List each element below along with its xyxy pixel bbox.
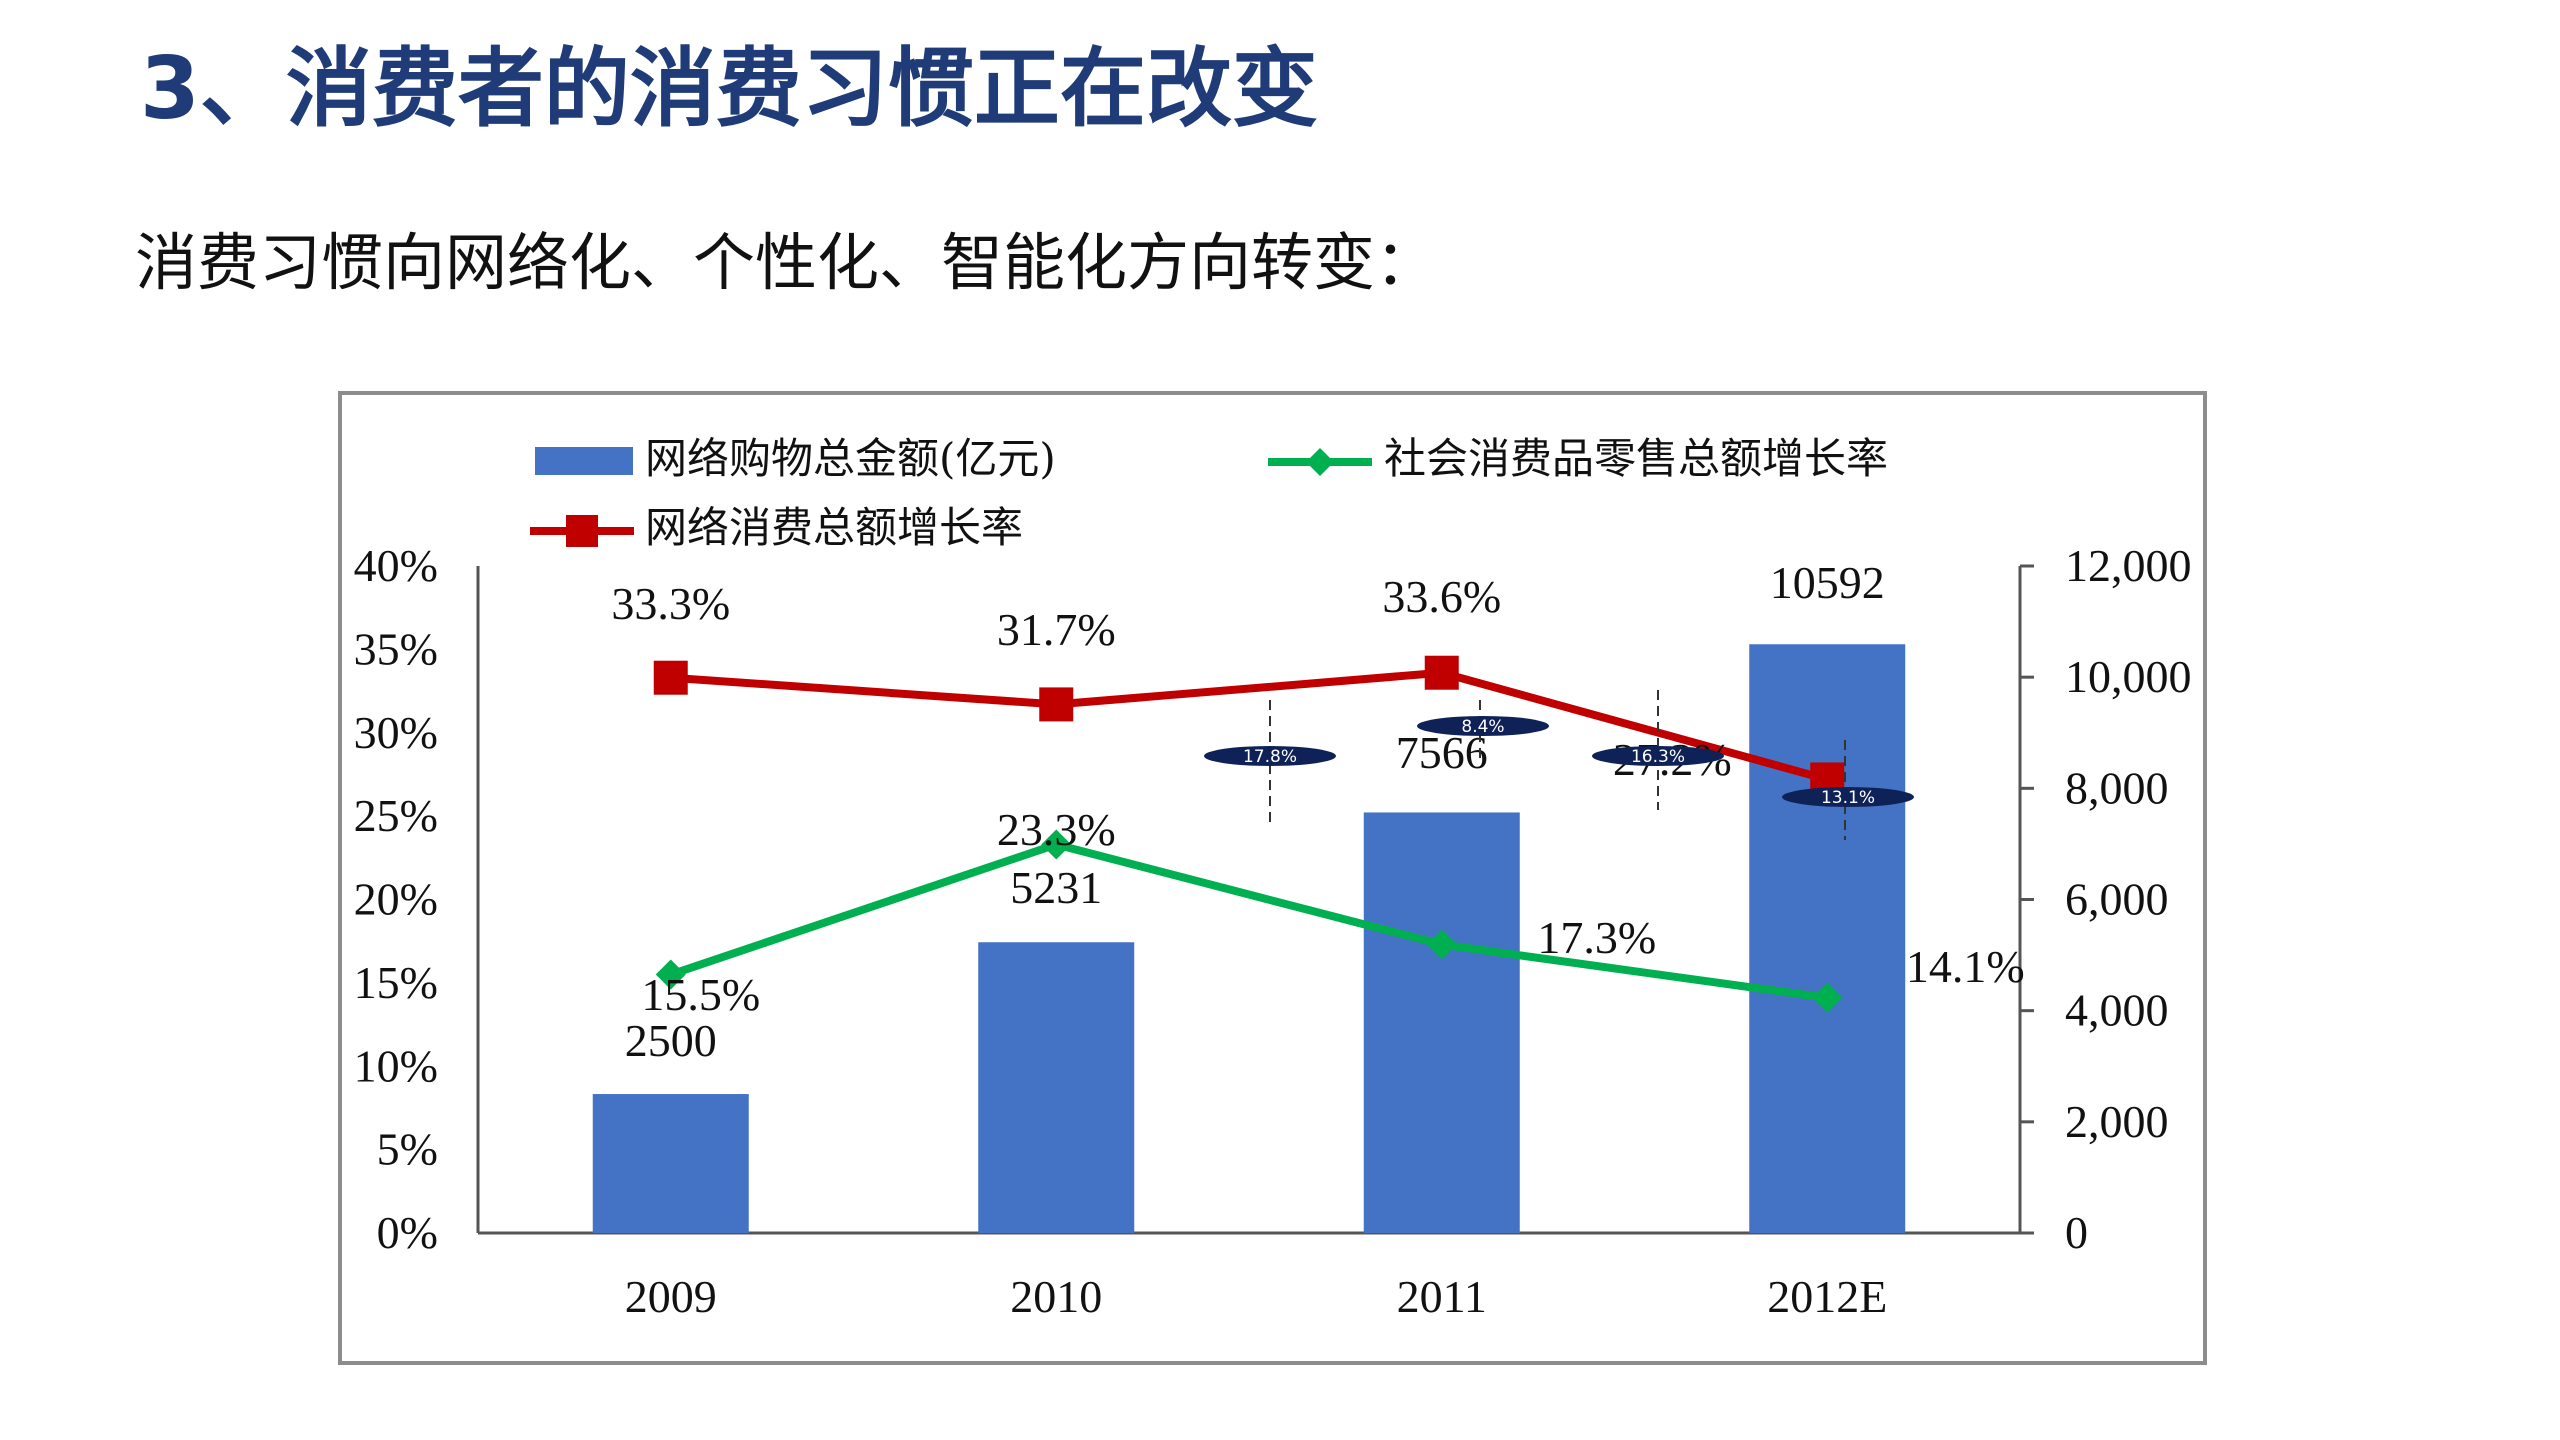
x-axis-tick-label: 2012E [1767,1271,1887,1322]
callout-label: 8.4% [1461,717,1504,737]
left-axis-tick-label: 5% [377,1124,438,1175]
marker-retail-growth [1812,982,1843,1013]
marker-online-growth [1424,655,1459,690]
left-axis-tick-label: 35% [354,623,438,674]
callout-label: 13.1% [1821,788,1875,808]
left-axis-tick-label: 40% [354,540,438,591]
legend-marker-retail-growth [1306,448,1334,476]
line-online-growth [670,668,1829,784]
bar-online-shopping-amount [978,942,1135,1233]
right-axis-tick-label: 10,000 [2065,651,2192,702]
callout-oval [1592,746,1724,766]
line-retail-growth [669,840,1828,1002]
marker-online-growth [1039,687,1074,722]
marker-online-growth [653,660,688,695]
marker-retail-growth [1041,829,1072,860]
right-axis-tick-label: 4,000 [2065,985,2169,1036]
left-axis-tick-label: 15% [354,957,438,1008]
retail-growth-value-label: 23.3% [997,804,1116,855]
left-axis-tick-label: 0% [377,1207,438,1258]
callout-label: 17.8% [1243,747,1297,767]
x-axis-tick-label: 2011 [1397,1271,1487,1322]
slide-title: 3、消费者的消费习惯正在改变 [140,39,1318,139]
retail-growth-value-label: 15.5% [641,969,760,1020]
legend-marker-online-growth [566,515,598,547]
retail-growth-value-label: 14.1% [1906,941,2025,992]
legend-swatch-bars [535,447,633,475]
bar-value-label: 2500 [625,1015,717,1066]
callout-oval [1782,787,1914,807]
callout-oval [1417,716,1549,736]
marker-retail-growth [655,959,686,990]
left-axis-tick-label: 25% [354,790,438,841]
x-axis-tick-label: 2009 [625,1271,717,1322]
slide-subtitle: 消费习惯向网络化、个性化、智能化方向转变： [135,226,1438,299]
right-axis-tick-label: 0 [2065,1207,2088,1258]
legend-label-online-growth: 网络消费总额增长率 [645,503,1023,552]
left-axis-tick-label: 30% [354,707,438,758]
right-axis-tick-label: 12,000 [2065,540,2192,591]
bar-online-shopping-amount [1363,812,1520,1233]
bar-online-shopping-amount [592,1094,749,1233]
online-growth-value-label: 33.3% [611,578,730,629]
marker-retail-growth [1426,929,1457,960]
left-axis-tick-label: 10% [354,1040,438,1091]
callout-label: 16.3% [1631,747,1685,767]
legend-label-bars: 网络购物总金额(亿元) [645,434,1056,483]
online-growth-value-label: 31.7% [997,604,1116,655]
bar-value-label: 5231 [1010,862,1102,913]
right-axis-tick-label: 6,000 [2065,874,2169,925]
retail-growth-value-label: 17.3% [1537,912,1656,963]
online-growth-value-label: 33.6% [1382,571,1501,622]
x-axis-tick-label: 2010 [1010,1271,1102,1322]
right-axis-tick-label: 2,000 [2065,1096,2169,1147]
right-axis-tick-label: 8,000 [2065,762,2169,813]
callout-oval [1204,746,1336,766]
legend-label-retail-growth: 社会消费品零售总额增长率 [1384,434,1888,483]
bar-value-label: 10592 [1770,557,1885,608]
bar-online-shopping-amount [1749,644,1906,1233]
left-axis-tick-label: 20% [354,874,438,925]
